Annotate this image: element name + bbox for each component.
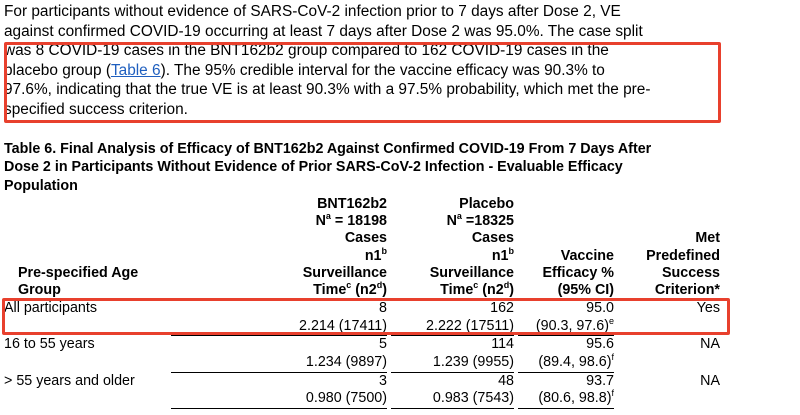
row-age-group: All participants: [4, 300, 97, 317]
table-row: All participants 8 2.214 (17411) 162 2.222…: [4, 300, 724, 337]
header-text: Efficacy %: [542, 264, 614, 281]
header-placebo: Placebo Na =18325 Cases n1b Surveillance…: [391, 196, 518, 300]
header-text: N: [315, 213, 326, 230]
placebo-cases: 114: [491, 336, 514, 353]
ve-value: 95.0: [586, 300, 614, 317]
header-text: n1: [364, 247, 382, 264]
placebo-cell: 48 0.983 (7543): [391, 373, 518, 409]
header-vaccine-efficacy: Vaccine Efficacy % (95% CI): [518, 196, 618, 300]
footnote-mark: d: [503, 280, 510, 291]
bnt-cases: 8: [379, 300, 387, 317]
header-text: BNT162b2: [317, 196, 387, 212]
paragraph-text: placebo group (: [4, 61, 111, 79]
ve-value: 93.7: [586, 372, 614, 389]
footnote-mark: a: [325, 211, 331, 222]
placebo-surveillance-time: 1.239 (9955): [391, 354, 514, 373]
bnt-cases: 3: [379, 372, 387, 389]
header-text: Met: [695, 230, 720, 247]
bnt-surveillance-time: 2.214 (17411): [171, 318, 387, 337]
header-met-criterion: Met Predefined Success Criterion*: [618, 196, 724, 300]
ve-ci-line: (89.4, 98.6)f: [518, 352, 614, 373]
header-text: Time: [440, 282, 474, 299]
placebo-surveillance-time: 2.222 (17511): [391, 318, 514, 337]
table-row: > 55 years and older 3 0.980 (7500) 48 0.9…: [4, 373, 724, 409]
header-text: Success: [661, 264, 720, 281]
footnote-mark: a: [456, 211, 462, 222]
ve-cell: 95.0 (90.3, 97.6)e: [518, 300, 618, 337]
footnote-mark: e: [608, 316, 614, 327]
bnt-cell: 3 0.980 (7500): [171, 373, 391, 409]
caption-line: Population: [4, 177, 78, 194]
paragraph-text: ). The 95% credible interval for the vac…: [160, 61, 605, 79]
bnt-surveillance-time: 1.234 (9897): [171, 354, 387, 373]
paragraph-line: 97.6%, indicating that the true VE is at…: [4, 81, 651, 99]
header-text: Surveillance: [302, 264, 387, 281]
placebo-cases: 48: [498, 372, 514, 389]
footnote-mark: c: [346, 280, 352, 291]
header-text: (95% CI): [557, 282, 614, 299]
ve-cell: 95.6 (89.4, 98.6)f: [518, 336, 618, 373]
footnote-mark: d: [376, 280, 383, 291]
table-6-link[interactable]: Table 6: [110, 61, 161, 79]
bnt-cell: 5 1.234 (9897): [171, 336, 391, 373]
bnt-surveillance-time: 0.980 (7500): [171, 390, 387, 409]
header-text: ): [509, 282, 514, 299]
table-row: 16 to 55 years 5 1.234 (9897) 114 1.239 (9…: [4, 336, 724, 373]
ve-ci: (80.6, 98.8): [538, 390, 612, 407]
body-paragraph: For participants without evidence of SAR…: [4, 2, 794, 120]
footnote-mark: b: [381, 245, 388, 256]
header-bnt162b2: BNT162b2 Na = 18198 Cases n1b Surveillan…: [171, 196, 391, 300]
header-age-group: Pre-specified Age Group: [18, 264, 139, 299]
header-text: Surveillance: [429, 264, 514, 281]
header-text: Criterion*: [654, 282, 720, 299]
placebo-surveillance-time: 0.983 (7543): [391, 390, 514, 409]
caption-line: Dose 2 in Participants Without Evidence …: [4, 159, 623, 176]
ve-ci: (90.3, 97.6): [535, 317, 609, 334]
header-text: Cases: [471, 230, 514, 247]
header-text: Placebo: [459, 196, 514, 212]
ve-ci-line: (90.3, 97.6)e: [518, 316, 614, 337]
ve-ci: (89.4, 98.6): [538, 354, 612, 370]
header-text: n1: [491, 247, 509, 264]
footnote-mark: b: [508, 245, 515, 256]
footnote-mark: c: [473, 280, 479, 291]
header-text: (n2: [351, 282, 377, 299]
paragraph-line: For participants without evidence of SAR…: [4, 3, 621, 20]
header-text: Predefined: [646, 247, 720, 264]
header-text: (n2: [478, 282, 504, 299]
paragraph-line: specified success criterion.: [4, 100, 188, 118]
ve-cell: 93.7 (80.6, 98.8)f: [518, 373, 618, 409]
paragraph-line: against confirmed COVID-19 occurring at …: [4, 22, 643, 40]
row-age-group: 16 to 55 years: [4, 336, 95, 353]
caption-line: Table 6. Final Analysis of Efficacy of B…: [4, 141, 652, 157]
efficacy-table: Pre-specified Age Group BNT162b2 Na = 18…: [4, 196, 724, 409]
ve-ci-line: (80.6, 98.8)f: [518, 388, 614, 409]
header-text: Cases: [344, 230, 387, 247]
row-age-group: > 55 years and older: [4, 372, 135, 389]
met-criterion: NA: [700, 372, 720, 389]
header-text: N: [446, 213, 457, 230]
placebo-cases: 162: [490, 300, 514, 317]
bnt-cases: 5: [379, 336, 387, 353]
met-criterion: Yes: [696, 300, 720, 317]
footnote-mark: f: [611, 388, 614, 399]
paragraph-line: was 8 COVID-19 cases in the BNT162b2 gro…: [4, 42, 609, 60]
bnt-cell: 8 2.214 (17411): [171, 300, 391, 337]
header-text: Vaccine: [560, 247, 614, 264]
paragraph-line: placebo group (Table 6). The 95% credibl…: [4, 61, 794, 81]
ve-value: 95.6: [586, 336, 614, 353]
header-text: =18325: [461, 213, 514, 230]
table-caption: Table 6. Final Analysis of Efficacy of B…: [4, 140, 794, 195]
header-text: Time: [313, 282, 347, 299]
met-criterion: NA: [700, 336, 720, 353]
footnote-mark: f: [611, 352, 614, 363]
placebo-cell: 114 1.239 (9955): [391, 336, 518, 373]
table-header-row: Pre-specified Age Group BNT162b2 Na = 18…: [4, 196, 724, 300]
header-text: = 18198: [330, 213, 387, 230]
header-text: ): [382, 282, 387, 299]
placebo-cell: 162 2.222 (17511): [391, 300, 518, 337]
